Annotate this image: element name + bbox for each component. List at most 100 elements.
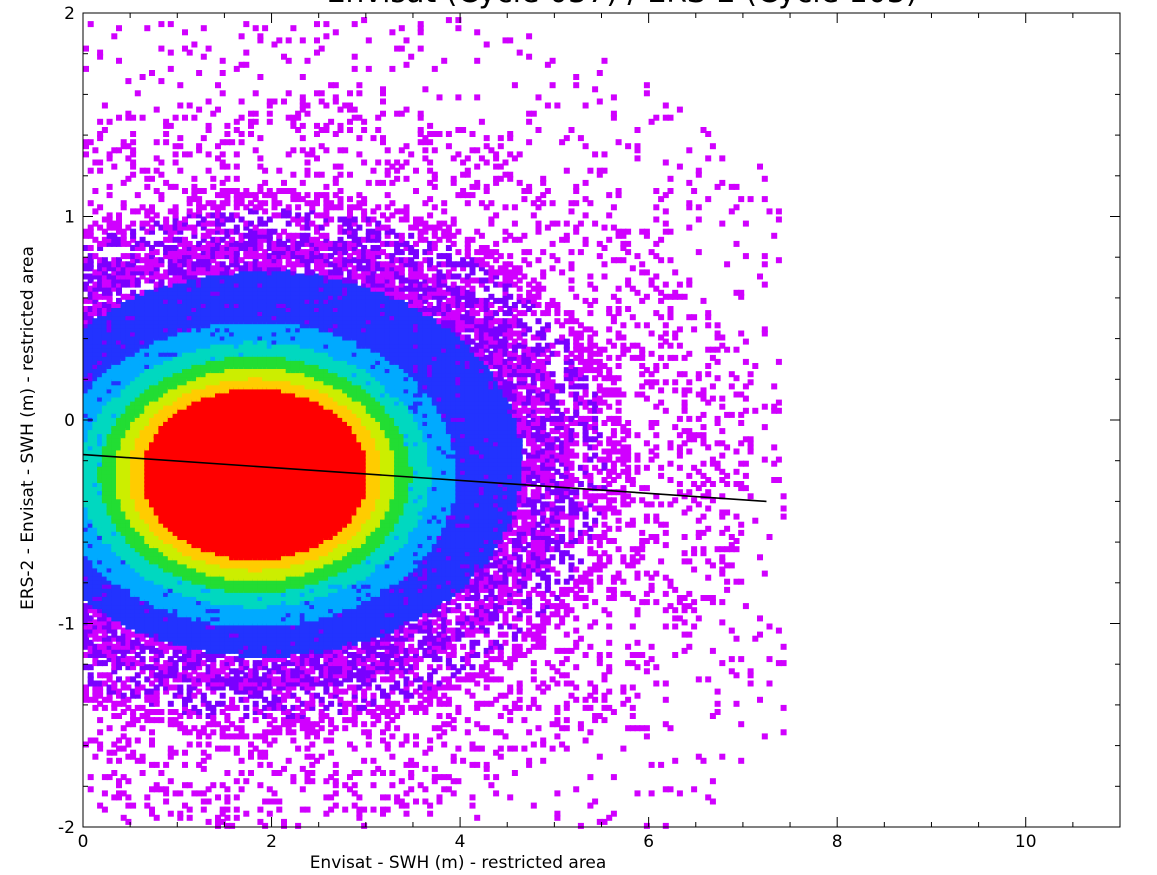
density-cell — [139, 525, 146, 532]
density-cell — [92, 460, 99, 467]
density-cell — [233, 485, 240, 492]
density-cell — [153, 363, 160, 369]
density-cell — [219, 293, 226, 300]
density-cell — [200, 570, 207, 577]
density-cell — [233, 456, 240, 463]
density-cell — [177, 684, 184, 691]
density-cell — [116, 57, 122, 64]
density-cell — [130, 297, 137, 304]
density-cell — [144, 326, 151, 333]
density-cell — [111, 224, 118, 231]
density-cell — [215, 647, 221, 654]
density-cell — [87, 200, 94, 207]
density-cell — [106, 281, 113, 288]
density-cell — [120, 517, 127, 524]
density-cell — [83, 65, 89, 72]
density-cell — [233, 582, 240, 589]
density-cell — [97, 310, 104, 317]
density-cell — [111, 554, 118, 561]
density-cell — [139, 489, 146, 496]
density-cell — [158, 420, 165, 426]
density-cell — [83, 570, 89, 577]
density-cell — [182, 448, 188, 455]
density-cell — [177, 574, 184, 581]
density-cell — [116, 310, 122, 317]
density-cell — [200, 188, 207, 194]
density-cell — [139, 627, 146, 634]
density-cell — [97, 265, 104, 272]
density-cell — [111, 623, 118, 630]
density-cell — [210, 513, 217, 520]
density-cell — [186, 407, 193, 414]
density-cell — [125, 664, 132, 671]
density-cell — [87, 680, 94, 687]
density-cell — [158, 558, 165, 565]
density-cell — [172, 387, 179, 394]
density-cell — [229, 481, 236, 487]
density-cell — [167, 607, 174, 614]
density-cell — [134, 464, 141, 471]
density-cell — [229, 521, 236, 528]
density-cell — [163, 318, 170, 325]
density-cell — [97, 680, 104, 687]
density-cell — [233, 281, 240, 288]
density-cell — [153, 432, 160, 439]
density-cell — [87, 314, 94, 321]
density-cell — [233, 635, 240, 642]
density-cell — [167, 595, 174, 601]
density-cell — [92, 647, 99, 654]
density-cell — [106, 216, 113, 223]
density-cell — [196, 147, 203, 154]
density-cell — [153, 371, 160, 378]
density-cell — [92, 432, 99, 439]
density-cell — [163, 562, 170, 569]
density-cell — [167, 501, 174, 508]
density-cell — [191, 684, 198, 691]
density-cell — [210, 647, 217, 654]
density-cell — [229, 387, 236, 394]
density-cell — [125, 643, 132, 650]
density-cell — [125, 253, 132, 260]
density-cell — [111, 652, 118, 658]
density-cell — [92, 399, 99, 406]
density-cell — [177, 676, 184, 683]
density-cell — [125, 554, 132, 561]
density-cell — [200, 725, 207, 732]
density-cell — [229, 436, 236, 443]
density-cell — [144, 513, 151, 520]
density-cell — [111, 460, 118, 467]
density-cell — [224, 444, 231, 451]
density-cell — [158, 444, 165, 451]
density-cell — [144, 367, 151, 374]
density-cell — [196, 570, 203, 577]
density-cell — [215, 224, 221, 231]
density-cell — [158, 318, 165, 325]
density-cell — [177, 578, 184, 585]
density-cell — [196, 334, 203, 341]
density-cell — [101, 265, 108, 272]
density-cell — [116, 550, 122, 557]
density-cell — [177, 228, 184, 235]
density-cell — [205, 562, 212, 569]
density-cell — [205, 468, 212, 475]
density-cell — [233, 188, 240, 194]
density-cell — [101, 289, 108, 296]
density-cell — [134, 497, 141, 504]
density-cell — [97, 472, 104, 479]
density-cell — [83, 586, 89, 593]
density-cell — [139, 415, 146, 422]
density-cell — [149, 525, 155, 532]
density-cell — [97, 403, 104, 410]
density-cell — [163, 375, 170, 382]
density-cell — [139, 436, 146, 443]
density-cell — [224, 452, 231, 459]
density-cell — [172, 717, 179, 724]
density-cell — [196, 652, 203, 658]
density-cell — [205, 529, 212, 536]
density-cell — [205, 607, 212, 614]
density-cell — [101, 354, 108, 361]
density-cell — [144, 424, 151, 431]
density-cell — [153, 566, 160, 573]
density-cell — [97, 489, 104, 496]
density-cell — [200, 529, 207, 536]
